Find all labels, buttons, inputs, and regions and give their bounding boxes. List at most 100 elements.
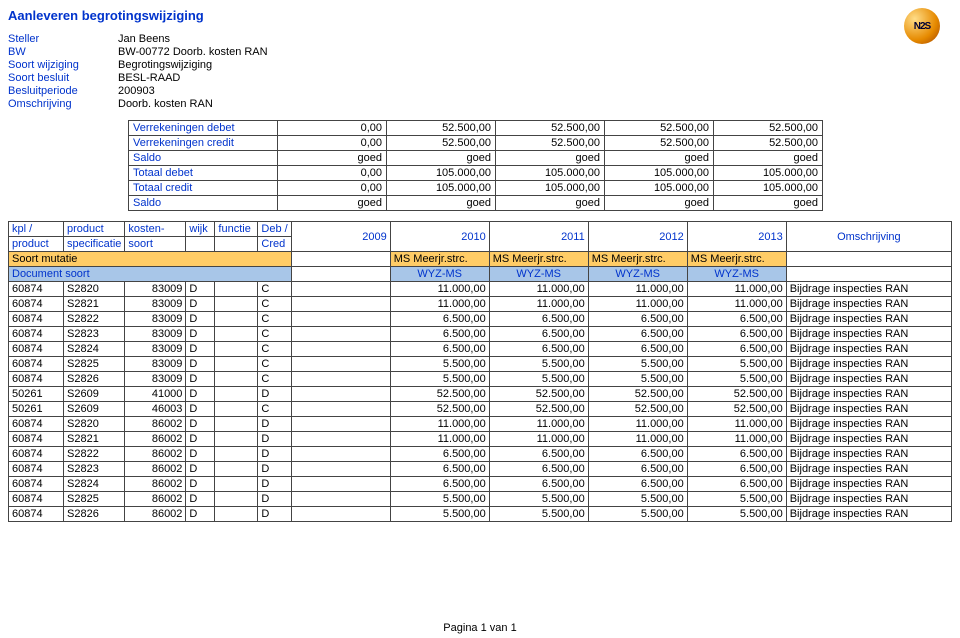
- meta-value-bw: BW-00772 Doorb. kosten RAN: [118, 46, 952, 58]
- cell: D: [186, 402, 215, 417]
- summary-row: Saldogoedgoedgoedgoedgoed: [129, 151, 823, 166]
- cell: [215, 432, 258, 447]
- cell: D: [258, 477, 291, 492]
- cell: 11.000,00: [588, 282, 687, 297]
- cell: 6.500,00: [588, 462, 687, 477]
- cell: S2826: [64, 507, 125, 522]
- cell: [291, 297, 390, 312]
- cell: D: [258, 492, 291, 507]
- cell: D: [258, 447, 291, 462]
- cell: 86002: [125, 507, 186, 522]
- page-footer: Pagina 1 van 1: [0, 622, 960, 634]
- summary-label: Verrekeningen credit: [129, 136, 278, 151]
- cell: Bijdrage inspecties RAN: [786, 417, 951, 432]
- cell: D: [186, 282, 215, 297]
- cell: 60874: [9, 477, 64, 492]
- cell: [291, 492, 390, 507]
- cell: 6.500,00: [390, 312, 489, 327]
- table-row: 60874S282183009DC11.000,0011.000,0011.00…: [9, 297, 952, 312]
- hdr2-kosten: soort: [125, 237, 186, 252]
- table-row: 60874S282486002DD6.500,006.500,006.500,0…: [9, 477, 952, 492]
- cell: Bijdrage inspecties RAN: [786, 402, 951, 417]
- cell: 11.000,00: [489, 432, 588, 447]
- meta-label-omschrijving: Omschrijving: [8, 98, 118, 110]
- summary-cell: goed: [605, 196, 714, 211]
- cell: Bijdrage inspecties RAN: [786, 372, 951, 387]
- cell: Bijdrage inspecties RAN: [786, 477, 951, 492]
- cell: D: [258, 417, 291, 432]
- cell: 6.500,00: [687, 447, 786, 462]
- cell: 6.500,00: [588, 327, 687, 342]
- hdr2-product: specificatie: [64, 237, 125, 252]
- cell: 86002: [125, 477, 186, 492]
- cell: D: [186, 342, 215, 357]
- cell: 83009: [125, 327, 186, 342]
- cell: Bijdrage inspecties RAN: [786, 387, 951, 402]
- summary-cell: 0,00: [278, 181, 387, 196]
- summary-cell: goed: [278, 151, 387, 166]
- summary-cell: 52.500,00: [605, 136, 714, 151]
- hdr-2013: 2013: [687, 222, 786, 252]
- cell: 52.500,00: [588, 402, 687, 417]
- summary-cell: 0,00: [278, 121, 387, 136]
- cell: 83009: [125, 342, 186, 357]
- cell: [215, 417, 258, 432]
- cell: C: [258, 297, 291, 312]
- summary-cell: 105.000,00: [387, 181, 496, 196]
- cell: 6.500,00: [390, 327, 489, 342]
- summary-row: Verrekeningen credit0,0052.500,0052.500,…: [129, 136, 823, 151]
- cell: 60874: [9, 492, 64, 507]
- cell: 52.500,00: [687, 387, 786, 402]
- cell: Bijdrage inspecties RAN: [786, 282, 951, 297]
- summary-cell: 52.500,00: [496, 121, 605, 136]
- hdr-2009: 2009: [291, 222, 390, 252]
- cell: C: [258, 357, 291, 372]
- cell: Bijdrage inspecties RAN: [786, 507, 951, 522]
- summary-label: Saldo: [129, 196, 278, 211]
- cell: 11.000,00: [390, 432, 489, 447]
- cell: 6.500,00: [687, 342, 786, 357]
- cell: S2609: [64, 402, 125, 417]
- soort-mutatie-label: Soort mutatie: [9, 252, 292, 267]
- cell: [215, 462, 258, 477]
- cell: [291, 417, 390, 432]
- cell: 5.500,00: [489, 507, 588, 522]
- cell: D: [186, 312, 215, 327]
- hdr2-functie: [215, 237, 258, 252]
- cell: D: [186, 462, 215, 477]
- cell: 46003: [125, 402, 186, 417]
- meta-value-besluitperiode: 200903: [118, 85, 952, 97]
- soort-mutatie-row: Soort mutatie MS Meerjr.strc. MS Meerjr.…: [9, 252, 952, 267]
- cell: [215, 507, 258, 522]
- cell: 11.000,00: [588, 297, 687, 312]
- table-row: 60874S282386002DD6.500,006.500,006.500,0…: [9, 462, 952, 477]
- cell: 83009: [125, 312, 186, 327]
- cell: 5.500,00: [588, 492, 687, 507]
- hdr-2011: 2011: [489, 222, 588, 252]
- cell: 5.500,00: [489, 357, 588, 372]
- meta-block: Steller Jan Beens BW BW-00772 Doorb. kos…: [8, 33, 952, 110]
- cell: S2824: [64, 342, 125, 357]
- table-row: 60874S282686002DD5.500,005.500,005.500,0…: [9, 507, 952, 522]
- cell: [215, 312, 258, 327]
- cell: 86002: [125, 492, 186, 507]
- table-row: 60874S282483009DC6.500,006.500,006.500,0…: [9, 342, 952, 357]
- cell: 52.500,00: [390, 387, 489, 402]
- cell: S2825: [64, 357, 125, 372]
- cell: 52.500,00: [390, 402, 489, 417]
- cell: S2823: [64, 462, 125, 477]
- ds-2013: WYZ-MS: [687, 267, 786, 282]
- cell: 6.500,00: [588, 342, 687, 357]
- hdr-2010: 2010: [390, 222, 489, 252]
- meta-label-soort-besluit: Soort besluit: [8, 72, 118, 84]
- cell: 60874: [9, 312, 64, 327]
- cell: 86002: [125, 417, 186, 432]
- cell: S2822: [64, 447, 125, 462]
- cell: 5.500,00: [390, 507, 489, 522]
- cell: C: [258, 312, 291, 327]
- summary-label: Totaal debet: [129, 166, 278, 181]
- cell: D: [186, 432, 215, 447]
- summary-cell: 52.500,00: [605, 121, 714, 136]
- cell: [215, 492, 258, 507]
- summary-cell: goed: [714, 196, 823, 211]
